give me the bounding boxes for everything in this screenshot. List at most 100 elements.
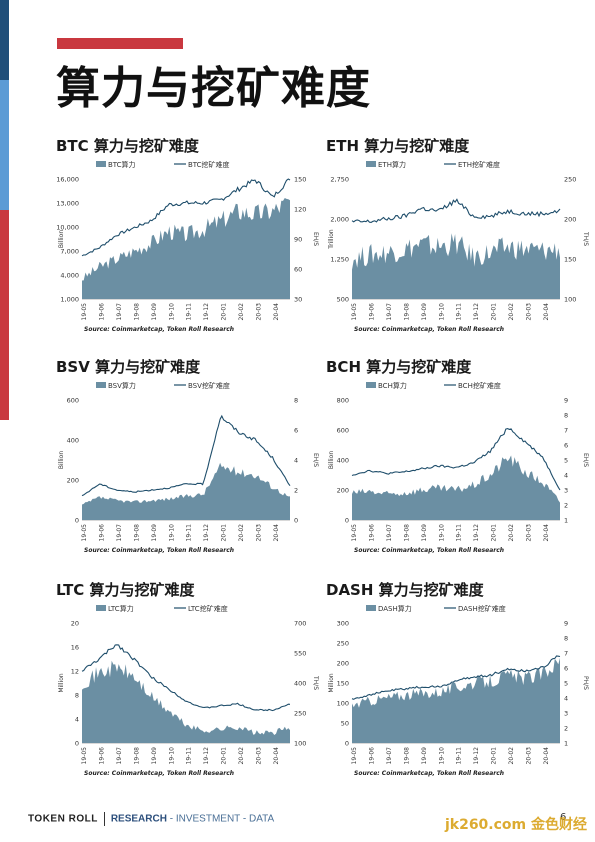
x-tick-label: 19-10: [438, 303, 445, 321]
chart-svg: DASH算力 DASH挖矿难度 300 250 200 150 100 50 0 9 8 7 6 5 4 3 2…: [328, 604, 589, 777]
x-tick-label: 20-04: [273, 303, 280, 321]
chart-title: ETH 算力与挖矿难度: [326, 137, 470, 155]
x-tick-label: 19-09: [151, 303, 158, 321]
right-axis-title: PH/S: [582, 676, 589, 690]
x-tick-label: 19-07: [116, 524, 123, 542]
legend-area-label: ETH算力: [378, 160, 406, 169]
x-tick-label: 19-05: [351, 303, 358, 321]
right-tick-label: 4: [294, 457, 298, 465]
x-tick-label: 19-11: [456, 524, 463, 542]
x-tick-label: 19-10: [168, 303, 175, 321]
right-tick-label: 7: [564, 427, 568, 435]
left-tick-label: 100: [337, 700, 349, 708]
chart-svg: LTC算力 LTC挖矿难度 20 16 12 8 4 0 700 550 400 250 100 Mill…: [58, 604, 319, 777]
right-tick-label: 4: [564, 472, 568, 480]
right-tick-label: 100: [294, 740, 306, 748]
left-tick-label: 10,000: [56, 224, 79, 232]
right-tick-label: 90: [294, 236, 302, 244]
left-tick-label: 0: [345, 740, 349, 748]
left-tick-label: 20: [71, 620, 79, 628]
x-tick-label: 19-07: [386, 747, 393, 765]
right-axis-title: TH/S: [312, 675, 319, 690]
dash-chart: DASH 算力与挖矿难度 DASH算力 DASH挖矿难度 300 250 200 150 10…: [326, 579, 589, 779]
right-tick-label: 8: [564, 412, 568, 420]
btc-chart: BTC 算力与挖矿难度 BTC算力 BTC挖矿难度 16,000 13,000 10,00…: [56, 135, 319, 335]
right-tick-label: 30: [294, 296, 302, 304]
bch-chart: BCH 算力与挖矿难度 BCH算力 BCH挖矿难度 800 600 400 200 0 9 8 7 6…: [326, 356, 589, 556]
left-axis-title: Billion: [58, 230, 65, 248]
left-tick-label: 0: [75, 517, 79, 525]
difficulty-line: [81, 414, 291, 497]
chart-source: Source: Coinmarketcap, Token Roll Resear…: [84, 770, 234, 777]
difficulty-line: [81, 178, 291, 257]
left-tick-label: 7,000: [60, 248, 79, 256]
x-tick-label: 19-10: [168, 524, 175, 542]
legend-area-swatch: [366, 161, 376, 167]
chart-legend: BSV算力 BSV挖矿难度: [96, 381, 230, 390]
right-tick-label: 9: [564, 620, 568, 628]
left-tick-label: 300: [337, 620, 349, 628]
right-axis-title: EH/S: [312, 453, 319, 467]
footer-tagline: - INVESTMENT - DATA: [166, 813, 275, 825]
x-tick-label: 20-02: [508, 747, 515, 765]
x-tick-label: 19-06: [98, 303, 105, 321]
chart-source: Source: Coinmarketcap, Token Roll Resear…: [84, 547, 234, 554]
x-tick-label: 19-12: [203, 303, 210, 321]
right-tick-label: 8: [564, 635, 568, 643]
left-tick-label: 400: [67, 437, 79, 445]
legend-area-swatch: [96, 605, 106, 611]
left-tick-label: 600: [337, 427, 349, 435]
x-tick-label: 19-05: [81, 747, 88, 765]
left-tick-label: 500: [337, 296, 349, 304]
x-tick-label: 19-05: [351, 524, 358, 542]
x-tick-label: 19-11: [456, 747, 463, 765]
right-tick-label: 250: [294, 710, 306, 718]
chart-source: Source: Coinmarketcap, Token Roll Resear…: [354, 770, 504, 777]
right-tick-label: 150: [564, 256, 576, 264]
right-tick-label: 250: [564, 176, 576, 184]
x-tick-label: 19-12: [203, 524, 210, 542]
right-tick-label: 120: [294, 206, 306, 214]
left-tick-label: 800: [337, 397, 349, 405]
hashrate-area: [82, 462, 290, 520]
x-tick-label: 20-01: [491, 303, 498, 321]
chart-title: BCH 算力与挖矿难度: [326, 358, 472, 376]
left-tick-label: 13,000: [56, 200, 79, 208]
x-tick-label: 20-02: [238, 524, 245, 542]
x-tick-label: 20-03: [256, 303, 263, 321]
chart-svg: BTC算力 BTC挖矿难度 16,000 13,000 10,000 7,000 4,000…: [56, 160, 319, 333]
x-tick-label: 20-03: [526, 747, 533, 765]
x-tick-label: 19-08: [133, 524, 140, 542]
x-tick-label: 20-02: [238, 747, 245, 765]
chart-svg: BCH算力 BCH挖矿难度 800 600 400 200 0 9 8 7 6 5 4 3 2 1 Billio…: [328, 381, 589, 554]
x-tick-label: 19-06: [368, 524, 375, 542]
right-tick-label: 5: [564, 680, 568, 688]
chart-legend: DASH算力 DASH挖矿难度: [366, 604, 506, 613]
right-tick-label: 0: [294, 517, 298, 525]
x-tick-label: 20-01: [491, 524, 498, 542]
legend-line-label: BTC挖矿难度: [188, 160, 230, 169]
x-tick-label: 19-11: [186, 524, 193, 542]
x-tick-label: 19-12: [473, 524, 480, 542]
right-tick-label: 3: [564, 710, 568, 718]
page-title: 算力与挖矿难度: [56, 63, 371, 114]
chart-legend: LTC算力 LTC挖矿难度: [96, 604, 228, 613]
right-tick-label: 6: [564, 665, 568, 673]
footer-divider: [103, 812, 105, 826]
x-tick-label: 20-02: [508, 303, 515, 321]
left-tick-label: 4: [75, 716, 79, 724]
x-tick-label: 19-11: [186, 303, 193, 321]
x-tick-label: 19-08: [403, 524, 410, 542]
legend-area-swatch: [366, 605, 376, 611]
right-axis-title: TH/S: [582, 231, 589, 246]
left-tick-label: 0: [345, 517, 349, 525]
left-axis-title: Million: [58, 673, 65, 693]
x-tick-label: 20-02: [238, 303, 245, 321]
right-tick-label: 1: [564, 740, 568, 748]
side-stripe-red: [0, 210, 9, 420]
legend-line-label: ETH挖矿难度: [458, 160, 500, 169]
x-tick-label: 19-06: [368, 747, 375, 765]
x-tick-label: 19-11: [186, 747, 193, 765]
chart-title: DASH 算力与挖矿难度: [326, 581, 484, 599]
x-tick-label: 19-07: [116, 747, 123, 765]
